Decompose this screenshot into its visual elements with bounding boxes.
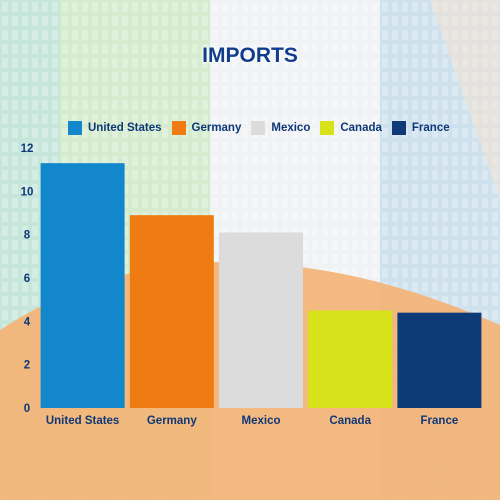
legend-item-germany: Germany (171, 121, 242, 135)
legend-label: Mexico (271, 122, 311, 134)
bar-germany (129, 215, 214, 408)
legend: United States Germany Mexico Canada Fran… (68, 121, 460, 135)
y-tick-label: 2 (24, 360, 30, 372)
legend-label: Germany (191, 122, 242, 134)
y-tick-label: 8 (24, 230, 31, 242)
bars (40, 163, 482, 408)
legend-swatch (171, 121, 186, 135)
legend-item-france: France (391, 121, 450, 135)
legend-label: Canada (340, 122, 382, 134)
legend-swatch (68, 121, 82, 135)
y-tick-label: 6 (24, 273, 30, 285)
bar-france (397, 312, 482, 408)
bar-united-states (40, 163, 125, 408)
x-tick-label: Canada (329, 415, 371, 427)
legend-swatch (251, 121, 266, 135)
legend-swatch (391, 121, 406, 135)
y-tick-label: 4 (24, 316, 31, 328)
legend-label: United States (88, 122, 162, 134)
x-tick-label: United States (46, 415, 120, 427)
x-tick-label: Germany (147, 415, 197, 427)
legend-item-united-states: United States (68, 121, 162, 135)
x-tick-label: Mexico (242, 415, 281, 427)
legend-swatch (320, 121, 335, 135)
legend-label: France (411, 122, 450, 134)
legend-item-canada: Canada (320, 121, 382, 135)
chart-title: IMPORTS (202, 44, 298, 67)
y-tick-label: 0 (24, 403, 30, 415)
y-tick-label: 10 (21, 186, 34, 198)
y-tick-label: 12 (21, 143, 34, 155)
x-axis-labels: United States Germany Mexico Canada France (46, 415, 458, 427)
y-axis: 0 2 4 6 8 10 12 (21, 143, 34, 415)
x-tick-label: France (421, 415, 459, 427)
bar-canada (308, 310, 393, 408)
bar-mexico (219, 232, 303, 408)
legend-item-mexico: Mexico (251, 121, 310, 135)
